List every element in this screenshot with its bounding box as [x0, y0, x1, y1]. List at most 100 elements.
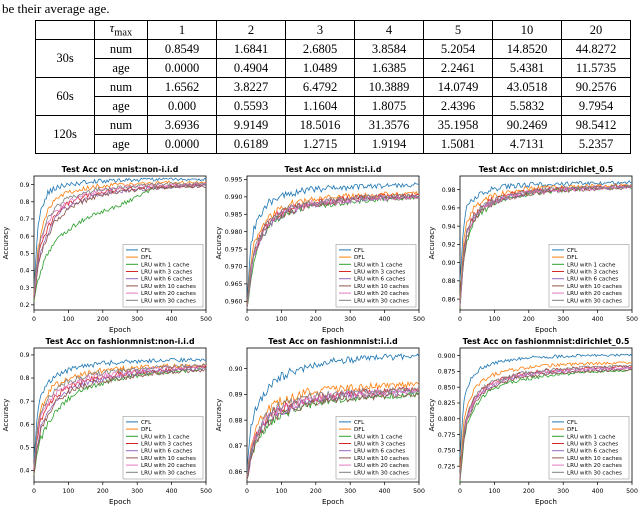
table-value-cell: 1.6385	[354, 58, 424, 78]
legend-label: LRU with 20 caches	[141, 291, 196, 297]
legend-label: LRU with 20 caches	[567, 463, 622, 469]
legend-box	[122, 244, 204, 308]
x-tick-label: 100	[488, 316, 500, 323]
table-row: age 0.000 0.5593 1.1604 1.8075 2.4396 5.5832 9.…	[36, 96, 631, 116]
legend-label: LRU with 30 caches	[354, 470, 409, 476]
series-line	[246, 386, 420, 477]
series-line	[459, 364, 633, 476]
table-value-cell: 0.5593	[216, 96, 286, 116]
y-tick-label: 0.8	[20, 199, 30, 206]
y-tick-label: 0.6	[20, 421, 30, 428]
chart-4: 0.4 0.5 0.6 0.7 0.8 0.9 0 100 200 300 400 500 Test A…	[0, 335, 213, 507]
table-header-col: 4	[354, 20, 424, 40]
table-value-cell: 35.1958	[423, 115, 493, 135]
table-value-cell: 14.8520	[492, 39, 562, 59]
legend-label: LRU with 30 caches	[567, 470, 622, 476]
x-tick-label: 400	[166, 488, 178, 495]
legend-label: DFL	[354, 427, 366, 433]
table-header-tau: τmax	[94, 20, 148, 40]
y-tick-label: 0.900	[438, 353, 456, 360]
y-tick-label: 0.825	[438, 400, 456, 407]
y-tick-label: 0.2	[20, 302, 30, 309]
x-tick-label: 500	[413, 488, 425, 495]
chart-5: 0.86 0.87 0.88 0.89 0.90 0 100 200 300 400 500 Test…	[213, 335, 426, 507]
table-group-cell: 30s	[35, 39, 95, 78]
legend-label: DFL	[567, 427, 579, 433]
chart-svg: 0.960 0.965 0.970 0.975 0.980 0.985 0.990 0.995…	[214, 165, 425, 334]
figure-grid: 0.2 0.3 0.4 0.5 0.6 0.7 0.8 0.9 0 100 200 300 400 500…	[0, 163, 640, 507]
x-tick-label: 200	[97, 316, 109, 323]
table-value-cell: 3.8584	[354, 39, 424, 59]
x-tick-label: 0	[245, 316, 249, 323]
legend-box	[122, 416, 204, 480]
table-row: age 0.0000 0.4904 1.0489 1.6385 2.2461 5.4381 1…	[36, 58, 631, 78]
table-group-cell: 60s	[35, 77, 95, 116]
legend-label: LRU with 3 caches	[567, 270, 618, 276]
x-tick-label: 400	[379, 316, 391, 323]
legend-label: CFL	[354, 420, 365, 426]
legend-label: LRU with 6 caches	[567, 277, 618, 283]
table-value-cell: 90.2469	[492, 115, 562, 135]
y-tick-label: 0.4	[20, 468, 30, 475]
x-tick-label: 100	[488, 488, 500, 495]
legend-label: LRU with 6 caches	[567, 449, 618, 455]
x-tick-label: 500	[626, 316, 638, 323]
series-line	[459, 183, 633, 300]
series-line	[459, 366, 633, 477]
y-axis-label: Accuracy	[1, 226, 10, 260]
table-value-cell: 98.5412	[561, 115, 631, 135]
y-tick-label: 0.5	[20, 445, 30, 452]
chart-svg: 0.86 0.88 0.90 0.92 0.94 0.96 0.98 0 100 200 300 40…	[427, 165, 638, 334]
chart-2: 0.960 0.965 0.970 0.975 0.980 0.985 0.990 0.995…	[213, 163, 426, 335]
series-line	[33, 180, 207, 292]
y-tick-label: 0.995	[225, 177, 243, 184]
series-line	[459, 180, 633, 281]
y-axis-label: Accuracy	[214, 398, 223, 432]
y-tick-label: 0.88	[229, 417, 243, 424]
table-value-cell: 31.3576	[354, 115, 424, 135]
x-tick-label: 200	[523, 488, 535, 495]
table-value-cell: 1.9194	[354, 134, 424, 154]
table-metric-cell: age	[94, 134, 148, 154]
table-value-cell: 0.8549	[147, 39, 217, 59]
table-value-cell: 1.6841	[216, 39, 286, 59]
legend-label: DFL	[567, 255, 579, 261]
chart-title: Test Acc on fashionmnist:dirichlet_0.5	[463, 337, 630, 346]
x-tick-label: 100	[275, 316, 287, 323]
chart-6: 0.725 0.750 0.775 0.800 0.825 0.850 0.875 0.900…	[426, 335, 639, 507]
table-value-cell: 1.2715	[285, 134, 355, 154]
table-metric-cell: num	[94, 39, 148, 59]
table-value-cell: 0.000	[147, 96, 217, 116]
table-group-cell: 120s	[35, 115, 95, 154]
x-axis-label: Epoch	[322, 497, 344, 506]
legend-box	[335, 244, 417, 308]
x-tick-label: 200	[310, 316, 322, 323]
y-tick-label: 0.98	[442, 187, 456, 194]
table-value-cell: 1.8075	[354, 96, 424, 116]
x-tick-label: 500	[626, 488, 638, 495]
legend-label: DFL	[354, 255, 366, 261]
x-tick-label: 500	[200, 488, 212, 495]
legend-label: LRU with 10 caches	[141, 456, 196, 462]
y-tick-label: 0.90	[229, 366, 243, 373]
table-header-col: 3	[285, 20, 355, 40]
legend-label: DFL	[141, 255, 153, 261]
chart-title: Test Acc on mnist:i.i.d	[285, 165, 382, 174]
table-value-cell: 44.8272	[561, 39, 631, 59]
table-value-cell: 1.0489	[285, 58, 355, 78]
y-tick-label: 0.8	[20, 375, 30, 382]
legend-label: LRU with 1 cache	[567, 434, 616, 440]
table-value-cell: 5.2054	[423, 39, 493, 59]
y-tick-label: 0.89	[229, 392, 243, 399]
y-tick-label: 0.725	[438, 463, 456, 470]
y-tick-label: 0.965	[225, 281, 243, 288]
x-tick-label: 400	[379, 488, 391, 495]
y-tick-label: 0.9	[20, 352, 30, 359]
table-row: 60s num 1.6562 3.8227 6.4792 10.3889 14.0749 43…	[35, 77, 631, 116]
series-line	[33, 182, 207, 302]
x-tick-label: 400	[592, 316, 604, 323]
legend-label: LRU with 20 caches	[354, 463, 409, 469]
legend-label: LRU with 1 cache	[354, 434, 403, 440]
results-table: τmax 1 2 3 4 5 10 20 30s num 0.8549 1.6841 2.6805 3.8…	[35, 20, 631, 154]
series-line	[459, 186, 633, 308]
